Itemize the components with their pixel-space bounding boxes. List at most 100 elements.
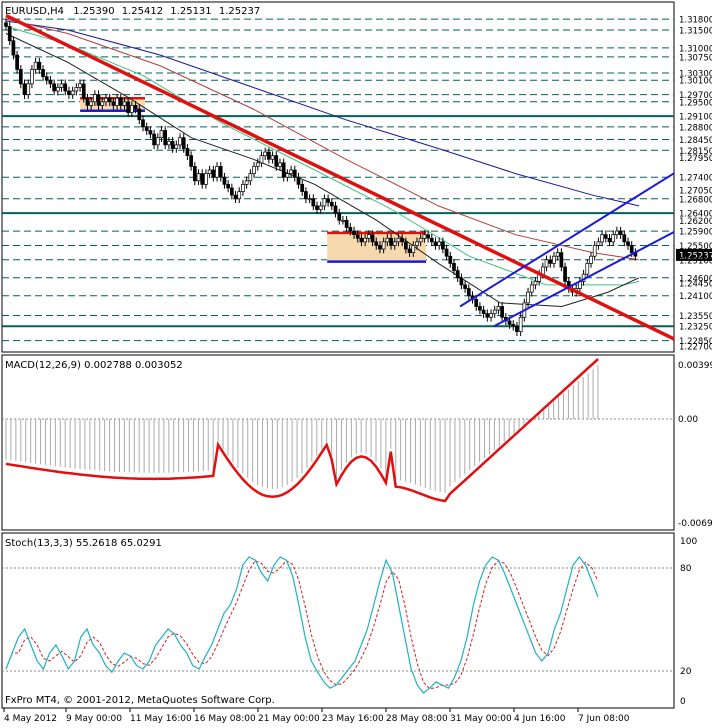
candle-body: [481, 309, 486, 315]
high-value: 1.25412: [122, 6, 163, 17]
candle-body: [211, 169, 216, 178]
candle-body: [48, 79, 53, 85]
time-label: 9 May 00:00: [66, 714, 122, 724]
candle-body: [159, 130, 164, 139]
candle-body: [448, 255, 453, 264]
trend-lines[interactable]: [5, 14, 675, 341]
candle-body: [389, 237, 393, 246]
candle-body: [52, 83, 56, 92]
candle-body: [333, 205, 338, 214]
candle-body: [222, 176, 227, 185]
channel-line[interactable]: [493, 231, 675, 328]
downtrend-line[interactable]: [5, 14, 675, 341]
candle-body: [485, 313, 490, 318]
macd-panel[interactable]: MACD(12,26,9) 0.002788 0.003052 0.00399 …: [1, 354, 712, 531]
candle-body: [603, 234, 608, 239]
stochastic-panel[interactable]: Stoch(13,3,3) 55.2618 65.0291 100 80 20 …: [1, 532, 697, 709]
candle-body: [533, 281, 538, 286]
candle-body: [463, 284, 467, 289]
candle-body: [111, 101, 116, 106]
candle-body: [11, 40, 16, 56]
price-scale-label: 1.29700: [679, 91, 712, 101]
candle-body: [141, 119, 145, 128]
price-scale-label: 1.22700: [679, 343, 712, 353]
candle-body: [96, 94, 101, 106]
macd-scale-zero: 0.00: [678, 415, 698, 425]
candle-body: [511, 324, 516, 327]
channel-line[interactable]: [459, 172, 675, 308]
candle-body: [130, 105, 134, 113]
price-scale-label: 1.25500: [679, 242, 712, 252]
ma-medium-line: [5, 18, 640, 261]
candle-body: [355, 234, 360, 239]
candle-body: [615, 230, 619, 236]
candle-body: [152, 133, 156, 146]
low-value: 1.25131: [170, 6, 211, 17]
candle-body: [322, 198, 327, 207]
candle-body: [278, 162, 282, 167]
candle-body: [270, 155, 275, 160]
candle-body: [26, 83, 31, 95]
price-scale-label: 1.22850: [679, 337, 712, 347]
candle-body: [500, 306, 504, 318]
candle-body: [292, 169, 297, 178]
candle-body: [55, 87, 60, 92]
candle-body: [204, 173, 208, 185]
time-axis[interactable]: 4 May 2012 9 May 00:00 11 May 16:00 16 May …: [3, 708, 630, 724]
stoch-label: Stoch(13,3,3) 55.2618 65.0291: [5, 538, 162, 549]
candle-body: [555, 252, 560, 257]
price-scale-label: 1.30100: [679, 77, 712, 87]
candle-body: [507, 320, 512, 325]
candle-body: [437, 241, 442, 246]
candle-body: [244, 180, 249, 185]
candle-body: [400, 237, 405, 243]
candle-body: [122, 101, 127, 106]
candle-body: [455, 270, 460, 279]
time-label: 28 May 08:00: [386, 714, 448, 724]
candle-body: [607, 237, 612, 243]
candle-body: [433, 241, 438, 246]
candle-body: [337, 212, 342, 221]
candle-body: [422, 234, 427, 239]
candle-body: [489, 313, 493, 318]
price-scale-label: 1.28450: [679, 136, 712, 146]
candle-body: [200, 173, 205, 185]
price-scale-label: 1.30300: [679, 70, 712, 80]
candle-body: [478, 306, 482, 311]
candle-body: [311, 198, 316, 207]
candle-body: [600, 234, 604, 243]
candle-body: [515, 325, 519, 332]
price-scale-label: 1.25100: [679, 256, 712, 266]
candle-body: [429, 237, 434, 243]
main-price-panel[interactable]: EURUSD,H4 1.25390 1.25412 1.25131 1.2523…: [1, 1, 712, 353]
candle-body: [411, 245, 416, 253]
candle-body: [526, 291, 530, 304]
candle-body: [392, 241, 397, 246]
candle-body: [148, 130, 153, 135]
stoch-main-line: [5, 556, 599, 694]
candle-body: [629, 245, 634, 253]
macd-scale-top: 0.00399: [678, 361, 712, 371]
candle-body: [304, 191, 308, 200]
price-scale-label: 1.23250: [679, 323, 712, 333]
candle-body: [252, 166, 256, 174]
candle-body: [174, 144, 179, 149]
candle-body: [596, 241, 601, 246]
macd-panel-border: [1, 354, 675, 531]
candle-body: [7, 26, 12, 42]
candle-body: [215, 166, 219, 178]
candle-body: [611, 234, 616, 243]
symbol-label: EURUSD,H4: [5, 6, 64, 17]
candle-body: [404, 241, 408, 250]
current-price-label: 1.25237: [679, 251, 712, 261]
price-scale-label: 1.25900: [679, 228, 712, 238]
candle-body: [559, 252, 564, 268]
candle-body: [622, 234, 627, 243]
time-label: 16 May 08:00: [194, 714, 256, 724]
candle-body: [229, 187, 234, 196]
candle-body: [418, 237, 423, 243]
candle-body: [518, 316, 523, 332]
